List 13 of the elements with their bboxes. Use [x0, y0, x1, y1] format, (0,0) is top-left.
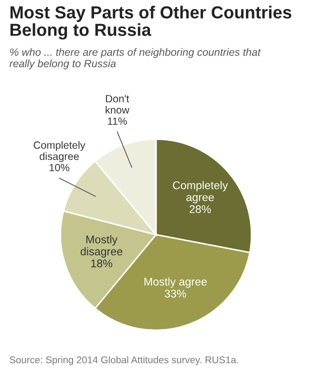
- chart-subtitle: % who ... there are parts of neighboring countries that really belong to Russia: [10, 48, 261, 70]
- source-note: Source: Spring 2014 Global Attitudes survey. RUS1a.: [10, 356, 238, 366]
- data-label: 11%: [108, 118, 127, 125]
- slice-label: Completely disagree: [34, 141, 86, 162]
- slice-label: Don't know: [106, 95, 130, 114]
- slice-label: Mostly agree: [144, 277, 207, 288]
- data-label: 10%: [50, 164, 70, 172]
- data-label: 18%: [91, 259, 112, 268]
- slice-label: Completely agree: [172, 181, 228, 204]
- data-label: 28%: [190, 205, 211, 214]
- slice-label: Mostly disagree: [80, 235, 122, 258]
- data-label: 33%: [164, 290, 186, 298]
- chart-title: Most Say Parts of Other Countries Belong to Russia: [10, 6, 292, 40]
